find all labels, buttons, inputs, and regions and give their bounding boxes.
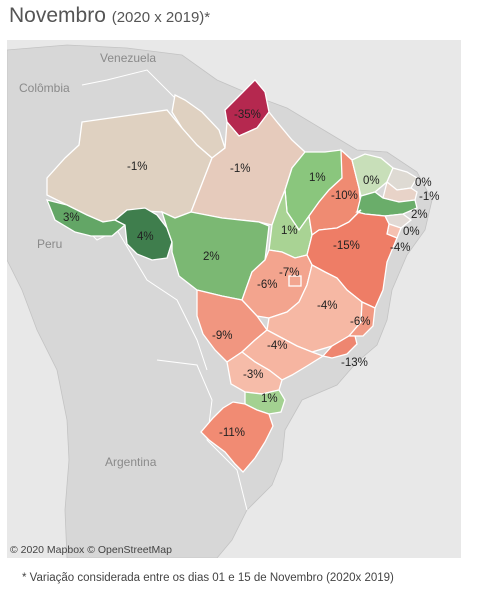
pct-RJ: -13% xyxy=(341,357,368,369)
pct-PA: -1% xyxy=(230,163,250,175)
label-peru: Peru xyxy=(37,237,62,251)
pct-AC: 3% xyxy=(63,212,80,224)
pct-PI: -10% xyxy=(331,190,358,202)
title-main: Novembro xyxy=(9,4,106,27)
pct-SE: -4% xyxy=(390,242,410,254)
pct-AL: 0% xyxy=(403,226,420,238)
state-RO[interactable] xyxy=(113,207,173,261)
pct-MS: -9% xyxy=(212,330,232,342)
state-ES[interactable] xyxy=(347,301,376,337)
pct-CE: 0% xyxy=(363,175,380,187)
pct-DF: -7% xyxy=(279,267,299,279)
map-view[interactable]: Venezuela Colômbia Peru Argentina -1% -1… xyxy=(7,40,461,558)
pct-SC: 1% xyxy=(261,393,278,405)
pct-ES: -6% xyxy=(350,316,370,328)
label-venezuela: Venezuela xyxy=(100,51,156,65)
brazil-choropleth-map[interactable]: Venezuela Colômbia Peru Argentina -1% -1… xyxy=(7,40,461,558)
title-sub: (2020 x 2019)* xyxy=(111,9,211,26)
pct-GO: -6% xyxy=(257,279,277,291)
pct-SP: -4% xyxy=(267,340,287,352)
pct-RS: -11% xyxy=(219,427,245,439)
pct-RN: 0% xyxy=(415,177,432,189)
state-PR[interactable] xyxy=(226,351,283,395)
pct-TO: 1% xyxy=(281,225,298,237)
state-DF[interactable] xyxy=(288,275,302,287)
pct-AP: -35% xyxy=(234,109,261,121)
pct-PR: -3% xyxy=(243,369,263,381)
map-attribution[interactable]: © 2020 Mapbox © OpenStreetMap xyxy=(10,544,172,556)
pct-RO: 4% xyxy=(137,231,154,243)
footnote: * Variação considerada entre os dias 01 … xyxy=(22,572,394,584)
state-RJ[interactable] xyxy=(321,335,358,359)
pct-BA: -15% xyxy=(333,240,360,252)
pct-MA: 1% xyxy=(309,172,326,184)
pct-MT: 2% xyxy=(203,251,220,263)
pct-AM: -1% xyxy=(127,161,147,173)
label-colombia: Colômbia xyxy=(19,81,70,95)
pct-PE: 2% xyxy=(411,209,428,221)
pct-PB: -1% xyxy=(419,191,439,203)
label-argentina: Argentina xyxy=(105,455,157,469)
pct-MG: -4% xyxy=(317,300,337,312)
map-title: Novembro (2020 x 2019)* xyxy=(9,4,210,28)
state-RS[interactable] xyxy=(200,401,274,473)
